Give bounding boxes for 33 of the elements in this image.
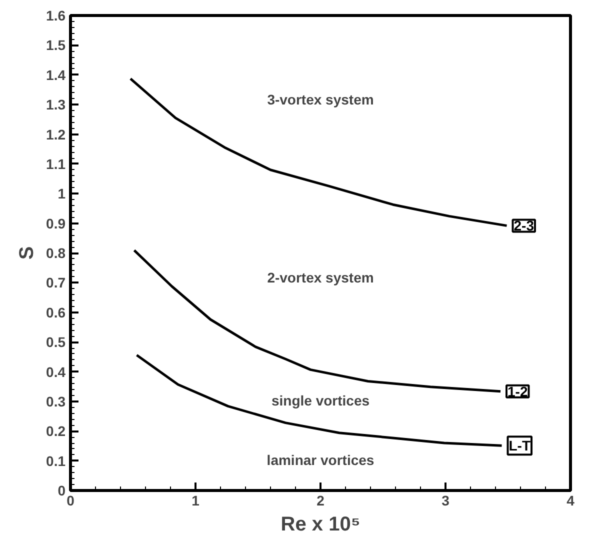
y-tick-label: 0.6 bbox=[46, 304, 66, 320]
annotation: laminar vortices bbox=[266, 452, 374, 468]
x-tick-label: 4 bbox=[566, 492, 575, 508]
y-tick-label: 1.6 bbox=[46, 8, 66, 24]
series-label: L-T bbox=[508, 438, 531, 454]
y-tick-label: 1.2 bbox=[46, 126, 66, 142]
series-label: 2-3 bbox=[514, 218, 534, 234]
y-tick-label: 0.8 bbox=[46, 245, 66, 261]
y-tick-label: 0.7 bbox=[46, 274, 66, 291]
y-tick-label: 0.2 bbox=[46, 423, 66, 440]
y-tick-label: 1.3 bbox=[46, 96, 66, 113]
line-series bbox=[129, 77, 508, 227]
line-series bbox=[136, 354, 503, 447]
x-tick-label: 2 bbox=[316, 492, 325, 508]
x-tick-label: 1 bbox=[192, 492, 200, 508]
line-series bbox=[133, 249, 502, 393]
y-tick-label: 1.1 bbox=[46, 156, 66, 172]
y-tick-label: 0.9 bbox=[46, 215, 66, 232]
x-tick-label: 3 bbox=[442, 492, 450, 508]
x-axis-title: Re x 10⁵ bbox=[280, 514, 360, 536]
annotation: 2-vortex system bbox=[267, 270, 374, 286]
y-tick-label: 0.3 bbox=[46, 393, 66, 410]
y-axis-title: S bbox=[16, 246, 38, 260]
y-tick-label: 0.1 bbox=[46, 452, 66, 469]
series-label: 1-2 bbox=[508, 383, 528, 400]
annotation: single vortices bbox=[271, 392, 370, 409]
y-tick-label: 1 bbox=[58, 186, 66, 202]
y-tick-label: 0 bbox=[58, 482, 66, 498]
y-tick-label: 0.5 bbox=[46, 334, 66, 350]
y-tick-label: 1.5 bbox=[46, 37, 66, 54]
annotation: 3-vortex system bbox=[267, 92, 374, 108]
y-tick-label: 0.4 bbox=[46, 364, 66, 380]
y-tick-label: 1.4 bbox=[46, 66, 66, 83]
